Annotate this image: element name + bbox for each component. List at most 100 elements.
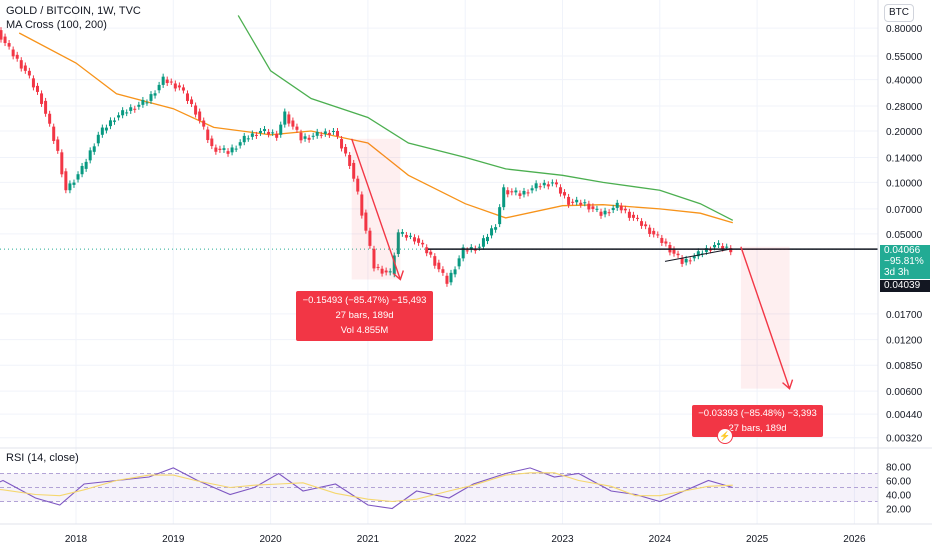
candle xyxy=(368,230,372,246)
candle xyxy=(400,232,404,234)
candle xyxy=(571,201,575,203)
candle xyxy=(457,258,461,267)
candle xyxy=(672,249,676,254)
candle xyxy=(481,238,485,247)
candle xyxy=(133,108,137,110)
candle xyxy=(137,104,141,107)
candle xyxy=(725,246,729,248)
candle xyxy=(161,76,165,85)
candle xyxy=(319,134,323,136)
candle xyxy=(648,227,652,234)
candle xyxy=(388,271,392,273)
candle xyxy=(214,147,218,152)
candle xyxy=(506,190,510,195)
candle xyxy=(92,146,96,152)
candle xyxy=(494,227,498,230)
candle xyxy=(254,134,258,136)
candle xyxy=(404,234,408,238)
candle xyxy=(563,192,567,196)
price-tick-label: 0.05000 xyxy=(886,230,923,241)
candle xyxy=(185,93,189,101)
measure-2-change: −0.03393 (−85.48%) −3,393 xyxy=(698,408,817,419)
candle xyxy=(396,232,400,255)
candle xyxy=(656,234,660,236)
candle xyxy=(283,111,287,125)
price-tick-label: 0.28000 xyxy=(886,102,923,113)
candle xyxy=(40,93,44,104)
candle xyxy=(149,94,153,101)
price-tick-label: 0.00320 xyxy=(886,434,923,445)
candle xyxy=(108,120,112,127)
candle xyxy=(206,129,210,141)
candle xyxy=(554,182,558,185)
candle xyxy=(611,207,615,211)
lightning-icon[interactable]: ⚡ xyxy=(717,428,733,444)
candle xyxy=(344,146,348,154)
candle xyxy=(429,251,433,255)
indicator-legend[interactable]: MA Cross (100, 200) xyxy=(6,19,107,31)
candle xyxy=(522,190,526,195)
candle xyxy=(287,114,291,124)
measure-arrow xyxy=(740,246,791,389)
candle xyxy=(449,272,453,283)
candle xyxy=(619,205,623,211)
candle xyxy=(295,126,299,130)
candle xyxy=(558,187,562,194)
candle xyxy=(52,126,56,141)
chart-title: GOLD / BITCOIN, 1W, TVC xyxy=(6,5,141,17)
candle xyxy=(542,182,546,186)
price-tick-label: 0.01700 xyxy=(886,310,923,321)
measure-2-bars: 27 bars, 189d xyxy=(728,423,787,434)
candle xyxy=(599,211,603,216)
time-tick-label: 2020 xyxy=(259,534,282,545)
candle xyxy=(713,245,717,248)
candle xyxy=(311,135,315,137)
rsi-legend[interactable]: RSI (14, close) xyxy=(6,452,79,464)
candle xyxy=(502,187,506,208)
candle xyxy=(198,111,202,121)
candle xyxy=(242,135,246,143)
price-tick-label: 0.10000 xyxy=(886,178,923,189)
bar-countdown: 3d 3h xyxy=(884,267,910,278)
measure-box-1: −0.15493 (−85.47%) −15,493 27 bars, 189d… xyxy=(296,291,433,341)
last-price-tag: 0.04066 −95.81% 3d 3h xyxy=(880,245,930,279)
currency-badge[interactable]: BTC xyxy=(884,4,914,22)
candle xyxy=(615,202,619,208)
candle xyxy=(157,84,161,91)
candle xyxy=(222,148,226,150)
candle xyxy=(623,208,627,211)
candle xyxy=(88,150,92,161)
candle xyxy=(413,237,417,242)
candle xyxy=(153,93,157,96)
candle xyxy=(627,211,631,218)
candle xyxy=(421,242,425,245)
candle xyxy=(636,217,640,219)
candle xyxy=(352,162,356,179)
candle xyxy=(591,206,595,210)
time-tick-label: 2018 xyxy=(65,534,88,545)
candle xyxy=(169,81,173,83)
price-tick-label: 0.14000 xyxy=(886,153,923,164)
time-tick-label: 2021 xyxy=(357,534,380,545)
candle xyxy=(68,183,72,191)
candle xyxy=(392,255,396,275)
annotations xyxy=(0,138,878,390)
candle xyxy=(644,224,648,227)
candle xyxy=(340,138,344,149)
candle xyxy=(652,230,656,235)
candle xyxy=(417,238,421,243)
candle xyxy=(708,249,712,251)
candle xyxy=(384,270,388,273)
measure-arrow xyxy=(351,138,401,280)
candle xyxy=(202,120,206,127)
candle xyxy=(117,115,121,118)
candle xyxy=(84,161,88,169)
candle xyxy=(498,207,502,225)
candle xyxy=(364,212,368,231)
last-price-value: 0.04066 xyxy=(884,245,921,256)
candle xyxy=(721,246,725,249)
time-tick-label: 2022 xyxy=(454,534,477,545)
last-price-change: −95.81% xyxy=(884,256,924,267)
candle xyxy=(729,248,733,253)
